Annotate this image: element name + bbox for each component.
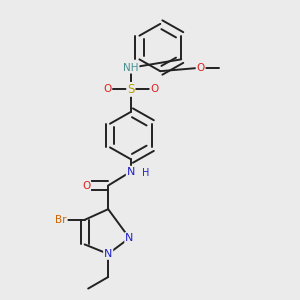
Text: Br: Br — [55, 215, 67, 225]
Text: N: N — [127, 167, 135, 177]
Text: H: H — [142, 168, 149, 178]
Text: N: N — [125, 233, 134, 243]
Text: N: N — [104, 249, 112, 259]
Text: O: O — [82, 181, 90, 190]
Text: O: O — [103, 84, 111, 94]
Text: O: O — [150, 84, 158, 94]
Text: O: O — [196, 63, 205, 73]
Text: S: S — [127, 83, 134, 96]
Text: NH: NH — [123, 63, 139, 73]
